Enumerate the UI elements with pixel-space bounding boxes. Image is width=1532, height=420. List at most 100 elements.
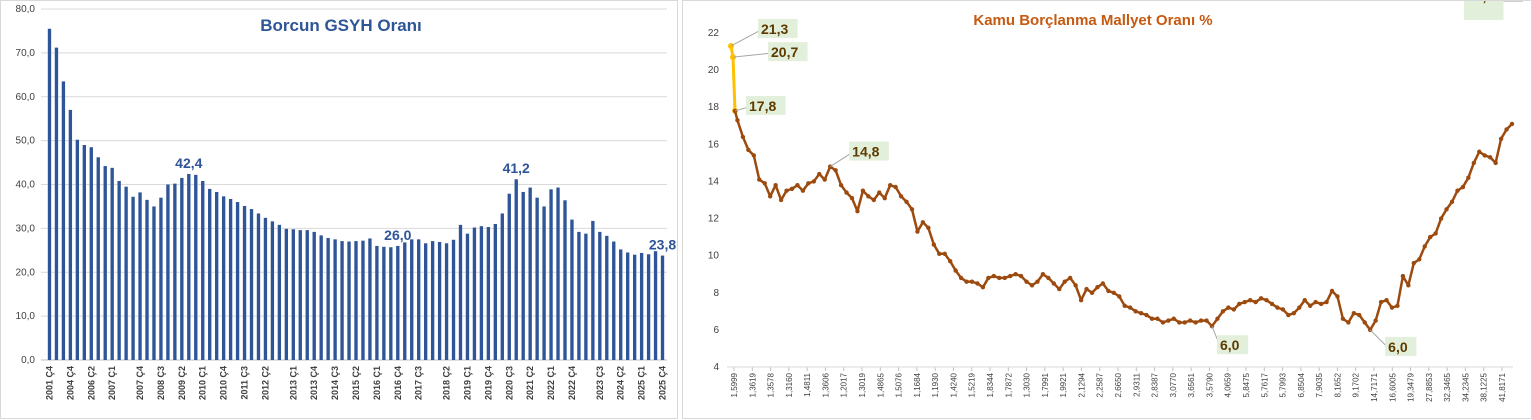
bar (626, 252, 630, 360)
data-point (811, 179, 817, 184)
bar (632, 254, 637, 360)
data-label: 20,7 (771, 44, 798, 60)
bar (375, 245, 379, 360)
x-tick-label: 2021 Ç2 (525, 366, 535, 400)
x-tick-label: 2009 Ç2 (177, 366, 187, 400)
label-box (1217, 335, 1249, 355)
bar (437, 241, 442, 360)
data-point (1291, 310, 1297, 316)
data-point (1487, 155, 1493, 160)
bar (410, 239, 414, 360)
bar (423, 243, 428, 360)
data-point (1269, 301, 1275, 307)
bar (584, 233, 588, 360)
data-label: 23,8 (649, 237, 676, 253)
x-tick-label: 1,3019 (858, 372, 867, 397)
x-tick-label: 5,7617 (1260, 372, 1269, 397)
debt-to-gdp-chart: Borcun GSYH Oranı 0,0 10,0 20,0 30,0 40,0 50,… (0, 0, 678, 419)
data-point (931, 242, 937, 247)
x-tick-label: 8,1652 (1333, 372, 1342, 397)
y-tick-label: 14 (708, 176, 720, 187)
x-tick-label: 2007 Ç4 (135, 366, 145, 400)
chart-title: Kamu Borçlanma Mallyet Oranı % (973, 12, 1212, 29)
bar (528, 187, 532, 360)
data-point (1100, 281, 1106, 286)
y-tick-label: 20,0 (16, 267, 36, 278)
data-point (849, 195, 855, 201)
x-tick-label: 19,3479 (1407, 372, 1416, 401)
bar (598, 231, 602, 360)
data-point (1329, 288, 1335, 294)
data-point (1400, 273, 1406, 279)
data-point (1318, 301, 1324, 307)
data-point (1449, 199, 1455, 205)
data-point (1313, 299, 1318, 305)
x-tick-label: 2019 Ç4 (483, 366, 493, 400)
data-point (1149, 316, 1155, 321)
x-tick-label: 2006 Ç2 (86, 366, 96, 400)
x-tick-label: 5,8475 (1242, 372, 1251, 397)
bar (277, 224, 282, 360)
data-point (1078, 298, 1084, 303)
data-point (1411, 260, 1417, 266)
bar (361, 240, 365, 360)
data-point (942, 251, 947, 257)
data-point (800, 188, 806, 193)
x-tick-label: 3,0770 (1169, 372, 1178, 397)
data-point (1111, 290, 1117, 295)
bar (242, 205, 247, 360)
data-point (1247, 298, 1253, 303)
x-tick-label: 34,2345 (1461, 372, 1470, 401)
data-point (1067, 275, 1073, 281)
data-point (1351, 310, 1357, 316)
data-point (1204, 318, 1209, 323)
x-tick-label: 1,7991 (1041, 372, 1050, 397)
data-point (1133, 309, 1138, 314)
bar (500, 213, 504, 360)
x-tick-label: 2016 Ç1 (372, 366, 382, 400)
data-point (964, 279, 969, 284)
data-point (1340, 316, 1346, 321)
data-point (1253, 299, 1258, 305)
data-point (1220, 309, 1226, 314)
label-box (758, 18, 798, 38)
data-point (1482, 153, 1487, 158)
x-tick-label: 2010 Ç4 (219, 366, 229, 400)
bar (660, 255, 665, 360)
data-point (1346, 320, 1351, 325)
data-point (757, 177, 762, 182)
y-tick-label: 60,0 (16, 92, 36, 103)
bar (472, 227, 477, 360)
data-point (1002, 275, 1007, 281)
bar (556, 187, 560, 360)
data-point (1051, 281, 1057, 286)
data-label: 41,2 (503, 160, 530, 176)
data-point (1127, 305, 1133, 310)
x-tick-label: 1,5219 (968, 372, 977, 397)
data-point (1444, 207, 1449, 212)
data-point (789, 186, 795, 192)
data-point (1215, 316, 1220, 321)
data-point (1422, 244, 1427, 249)
bar (208, 188, 212, 360)
data-point (1117, 294, 1122, 299)
bar (486, 227, 491, 360)
data-point (893, 184, 898, 190)
x-tick-label: 1,1684 (913, 372, 922, 397)
bar (549, 189, 553, 360)
x-tick-label: 32,3465 (1443, 372, 1452, 401)
y-tick-label: 4 (713, 362, 719, 373)
data-point (920, 220, 926, 225)
data-point (1144, 312, 1149, 318)
data-point (1302, 298, 1307, 303)
data-point (1504, 127, 1509, 132)
bar (458, 224, 463, 360)
x-tick-label: 2004 Ç4 (65, 366, 75, 400)
data-point (1258, 296, 1264, 301)
data-point (1106, 288, 1111, 294)
bar (82, 145, 86, 360)
data-point (877, 190, 882, 195)
data-point (773, 182, 778, 188)
x-tick-label: 5,7993 (1279, 372, 1288, 397)
data-point (1509, 121, 1515, 127)
